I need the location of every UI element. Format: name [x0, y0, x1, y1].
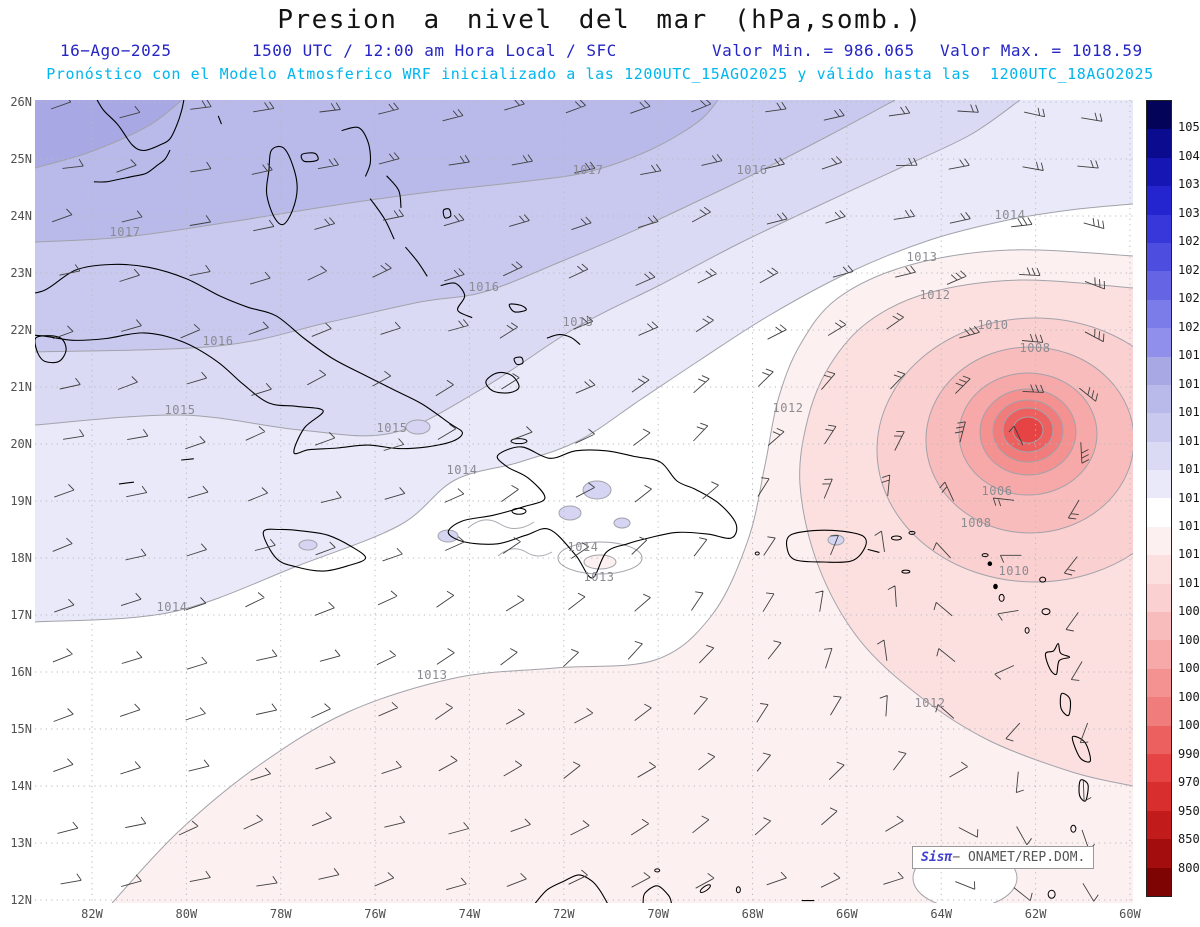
credit-brand: Sisπ [921, 850, 953, 865]
lon-label: 74W [458, 907, 481, 921]
colorbar-label: 1030 [1178, 205, 1200, 220]
colorbar-label: 1014 [1178, 490, 1200, 505]
lat-label: 23N [10, 266, 32, 280]
colorbar-label: 1019 [1178, 348, 1200, 363]
colorbar-segment [1147, 242, 1171, 272]
colorbar-label: 1022 [1178, 291, 1200, 306]
header-validity: 1500 UTC / 12:00 am Hora Local / SFC [252, 41, 617, 60]
colorbar-segment [1147, 384, 1171, 414]
colorbar-segment [1147, 299, 1171, 329]
lon-label: 78W [269, 907, 292, 921]
colorbar-segment [1147, 555, 1171, 584]
lat-label: 12N [10, 893, 32, 907]
colorbar-segment [1147, 839, 1171, 868]
lat-label: 17N [10, 608, 32, 622]
lat-label: 24N [10, 209, 32, 223]
colorbar-segment [1147, 101, 1171, 130]
colorbar-label: 1028 [1178, 234, 1200, 249]
colorbar-label: 1010 [1178, 575, 1200, 590]
colorbar-label: 990 [1178, 746, 1200, 761]
colorbar-segment [1147, 157, 1171, 187]
lon-label: 82W [81, 907, 103, 921]
colorbar-label: 850 [1178, 832, 1200, 847]
lon-label: 80W [175, 907, 198, 921]
lon-label: 72W [552, 907, 575, 921]
colorbar-segment [1147, 441, 1171, 471]
lon-label: 60W [1119, 907, 1141, 921]
colorbar-label: 1018 [1178, 376, 1200, 391]
lat-label: 13N [10, 836, 32, 850]
colorbar-segment [1147, 356, 1171, 385]
lon-label: 70W [647, 907, 669, 921]
lat-label: 18N [10, 551, 32, 565]
colorbar-label: 1025 [1178, 262, 1200, 277]
colorbar-segment [1147, 186, 1171, 215]
colorbar-segment [1147, 668, 1171, 698]
colorbar-label: 1017 [1178, 405, 1200, 420]
header-date: 16−Ago−2025 [60, 41, 172, 60]
colorbar-label: 1002 [1178, 689, 1200, 704]
header-max-value: Valor Max. = 1018.59 [940, 41, 1143, 60]
lon-label: 64W [930, 907, 953, 921]
lat-label: 22N [10, 323, 32, 337]
colorbar-label: 950 [1178, 803, 1200, 818]
colorbar-segment [1147, 470, 1171, 499]
colorbar-label: 1035 [1178, 177, 1200, 192]
colorbar-label: 1050 [1178, 120, 1200, 135]
credit-org: − ONAMET/REP.DOM. [952, 850, 1086, 865]
colorbar-label: 1006 [1178, 632, 1200, 647]
colorbar-label: 970 [1178, 775, 1200, 790]
colorbar-segment [1147, 640, 1171, 669]
credit-box: Sisπ− ONAMET/REP.DOM. [912, 846, 1095, 869]
colorbar-label: 1016 [1178, 433, 1200, 448]
colorbar-segment [1147, 782, 1171, 811]
colorbar-label: 800 [1178, 860, 1200, 875]
colorbar-segment [1147, 214, 1171, 243]
colorbar-label: 1015 [1178, 462, 1200, 477]
page-title: Presion a nivel del mar (hPa,somb.) [277, 5, 923, 35]
lat-label: 21N [10, 380, 32, 394]
lon-label: 76W [364, 907, 386, 921]
lon-label: 68W [741, 907, 764, 921]
colorbar-label: 1008 [1178, 604, 1200, 619]
lon-label: 62W [1024, 907, 1047, 921]
lat-label: 25N [10, 152, 32, 166]
colorbar-segment [1147, 810, 1171, 840]
colorbar-segment [1147, 129, 1171, 158]
colorbar-segment [1147, 413, 1171, 442]
colorbar [1146, 100, 1172, 897]
colorbar-segment [1147, 271, 1171, 300]
lat-label: 15N [10, 722, 32, 736]
colorbar-segment [1147, 526, 1171, 556]
colorbar-segment [1147, 328, 1171, 357]
colorbar-segment [1147, 697, 1171, 726]
header-min-value: Valor Min. = 986.065 [712, 41, 915, 60]
lon-label: 66W [836, 907, 858, 921]
forecast-line: Pronóstico con el Modelo Atmosferico WRF… [46, 65, 1154, 83]
lat-label: 26N [10, 95, 32, 109]
lat-label: 16N [10, 665, 32, 679]
lat-label: 14N [10, 779, 32, 793]
colorbar-label: 1000 [1178, 718, 1200, 733]
colorbar-label: 1013 [1178, 518, 1200, 533]
colorbar-segment [1147, 753, 1171, 783]
lat-label: 19N [10, 494, 32, 508]
colorbar-segment [1147, 867, 1171, 896]
colorbar-label: 1004 [1178, 661, 1200, 676]
colorbar-segment [1147, 498, 1171, 527]
colorbar-label: 1040 [1178, 148, 1200, 163]
colorbar-segment [1147, 725, 1171, 754]
colorbar-label: 1012 [1178, 547, 1200, 562]
colorbar-label: 1020 [1178, 319, 1200, 334]
lat-label: 20N [10, 437, 32, 451]
colorbar-segment [1147, 583, 1171, 613]
colorbar-segment [1147, 612, 1171, 641]
